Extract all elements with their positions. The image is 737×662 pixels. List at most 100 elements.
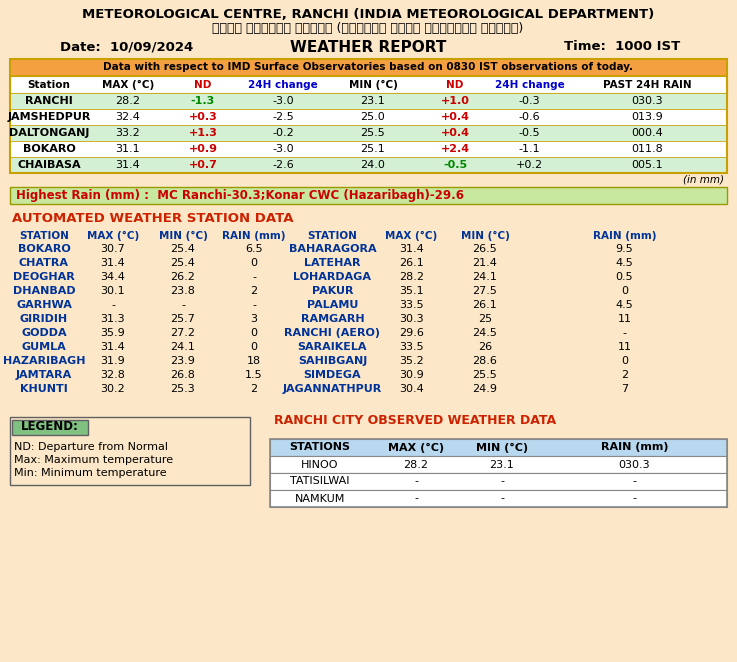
Text: 25.1: 25.1	[360, 144, 385, 154]
Text: SIMDEGA: SIMDEGA	[304, 370, 361, 380]
Text: RAIN (mm): RAIN (mm)	[601, 442, 668, 453]
Text: Max: Maximum temperature: Max: Maximum temperature	[14, 455, 173, 465]
Text: 24.1: 24.1	[170, 342, 195, 352]
Text: TATISILWAI: TATISILWAI	[290, 477, 350, 487]
Text: ND: Departure from Normal: ND: Departure from Normal	[14, 442, 168, 452]
Text: 1.5: 1.5	[245, 370, 263, 380]
Text: -1.1: -1.1	[519, 144, 540, 154]
Text: 33.5: 33.5	[399, 300, 424, 310]
Text: 31.4: 31.4	[399, 244, 424, 254]
Text: 0: 0	[251, 342, 257, 352]
Bar	[270, 490, 727, 507]
Text: 31.1: 31.1	[116, 144, 140, 154]
Text: -0.3: -0.3	[519, 96, 540, 106]
Text: 24H change: 24H change	[248, 79, 318, 89]
Text: ND: ND	[195, 79, 212, 89]
Text: GIRIDIH: GIRIDIH	[20, 314, 68, 324]
Text: 7: 7	[621, 384, 628, 394]
Text: DALTONGANJ: DALTONGANJ	[9, 128, 89, 138]
Text: MAX (°C): MAX (°C)	[87, 231, 139, 241]
Text: Highest Rain (mm) :  MC Ranchi-30.3;Konar CWC (Hazaribagh)-29.6: Highest Rain (mm) : MC Ranchi-30.3;Konar…	[16, 189, 464, 202]
Text: MAX (°C): MAX (°C)	[388, 442, 444, 453]
Text: 25.3: 25.3	[171, 384, 195, 394]
Text: +0.4: +0.4	[441, 128, 469, 138]
Text: 013.9: 013.9	[631, 112, 663, 122]
Bar	[10, 76, 727, 93]
Text: RAIN (mm): RAIN (mm)	[223, 231, 286, 241]
Text: -: -	[500, 493, 504, 504]
Text: MIN (°C): MIN (°C)	[349, 79, 397, 89]
Text: LATEHAR: LATEHAR	[304, 258, 360, 268]
Text: 28.2: 28.2	[399, 272, 424, 282]
Text: 0.5: 0.5	[615, 272, 633, 282]
Text: Station: Station	[27, 79, 71, 89]
Text: 29.6: 29.6	[399, 328, 424, 338]
Text: 30.9: 30.9	[399, 370, 424, 380]
Text: -2.5: -2.5	[272, 112, 294, 122]
Text: 26: 26	[478, 342, 492, 352]
Text: GODDA: GODDA	[21, 328, 67, 338]
Text: 31.4: 31.4	[101, 342, 125, 352]
Text: 26.5: 26.5	[472, 244, 497, 254]
Text: DHANBAD: DHANBAD	[13, 286, 75, 296]
Text: 2: 2	[251, 384, 257, 394]
Text: 25: 25	[478, 314, 492, 324]
Text: (in mm): (in mm)	[683, 175, 724, 185]
Text: 3: 3	[251, 314, 257, 324]
Text: -2.6: -2.6	[272, 160, 294, 170]
Text: PAKUR: PAKUR	[312, 286, 353, 296]
Text: ND: ND	[447, 79, 464, 89]
Text: 4.5: 4.5	[615, 258, 633, 268]
Text: 24.5: 24.5	[472, 328, 497, 338]
Text: +2.4: +2.4	[441, 144, 469, 154]
Text: 31.4: 31.4	[101, 258, 125, 268]
Bar	[10, 125, 727, 141]
Bar	[270, 456, 727, 473]
Text: 25.5: 25.5	[472, 370, 497, 380]
Text: 32.4: 32.4	[116, 112, 141, 122]
Text: -: -	[252, 300, 256, 310]
Text: 24.0: 24.0	[360, 160, 385, 170]
Text: 25.4: 25.4	[170, 258, 195, 268]
Text: GUMLA: GUMLA	[21, 342, 66, 352]
Text: 4.5: 4.5	[615, 300, 633, 310]
Text: -: -	[623, 328, 626, 338]
Text: CHATRA: CHATRA	[19, 258, 69, 268]
Text: 25.7: 25.7	[170, 314, 195, 324]
Text: 26.1: 26.1	[472, 300, 497, 310]
Text: 30.4: 30.4	[399, 384, 424, 394]
Text: +1.0: +1.0	[441, 96, 469, 106]
Bar	[10, 93, 727, 109]
Text: 25.4: 25.4	[170, 244, 195, 254]
Bar	[270, 473, 727, 490]
Text: RAIN (mm): RAIN (mm)	[593, 231, 656, 241]
Text: RANCHI CITY OBSERVED WEATHER DATA: RANCHI CITY OBSERVED WEATHER DATA	[274, 414, 556, 428]
Text: 31.3: 31.3	[101, 314, 125, 324]
Text: 26.2: 26.2	[170, 272, 195, 282]
Text: +0.2: +0.2	[516, 160, 543, 170]
Text: 23.1: 23.1	[489, 459, 514, 469]
Text: 011.8: 011.8	[631, 144, 663, 154]
Text: RANCHI (AERO): RANCHI (AERO)	[284, 328, 380, 338]
Text: Date:  10/09/2024: Date: 10/09/2024	[60, 40, 193, 54]
Text: HINOO: HINOO	[301, 459, 339, 469]
Text: 32.8: 32.8	[100, 370, 125, 380]
Text: 0: 0	[251, 328, 257, 338]
Text: SARAIKELA: SARAIKELA	[298, 342, 367, 352]
Text: JAGANNATHPUR: JAGANNATHPUR	[283, 384, 382, 394]
Text: BOKARO: BOKARO	[23, 144, 75, 154]
Text: 11: 11	[618, 342, 632, 352]
Text: 35.2: 35.2	[399, 356, 424, 366]
Bar	[270, 439, 727, 456]
Text: 0: 0	[251, 258, 257, 268]
Text: मौसम केंद्र रांची (भारतीय मौसम विज्ञान विभाग): मौसम केंद्र रांची (भारतीय मौसम विज्ञान व…	[212, 23, 523, 36]
Text: -: -	[414, 493, 418, 504]
Text: RANCHI: RANCHI	[25, 96, 73, 106]
Text: BAHARAGORA: BAHARAGORA	[289, 244, 377, 254]
Text: SAHIBGANJ: SAHIBGANJ	[298, 356, 367, 366]
Text: 2: 2	[251, 286, 257, 296]
Bar	[10, 187, 727, 204]
Text: 24.1: 24.1	[472, 272, 497, 282]
Text: 030.3: 030.3	[631, 96, 663, 106]
Text: STATION: STATION	[307, 231, 357, 241]
